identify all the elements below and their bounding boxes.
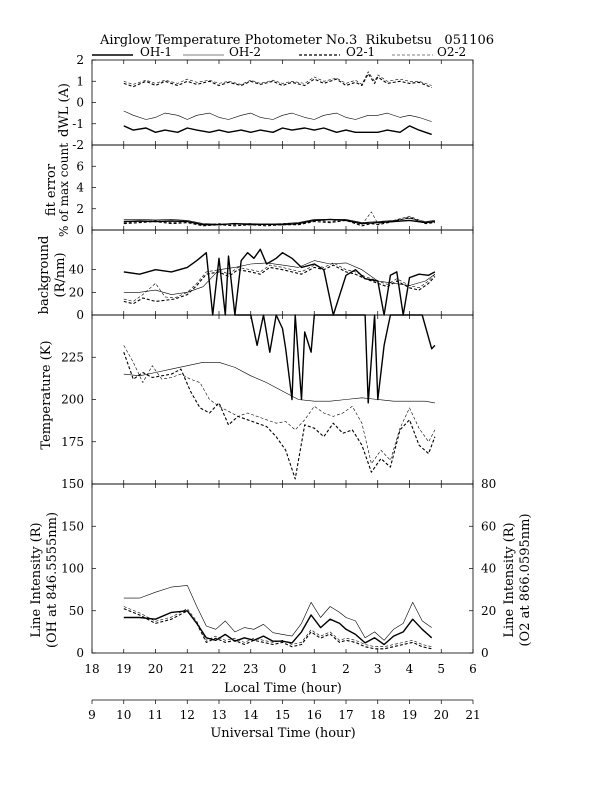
- y-tick-label: 0: [76, 646, 84, 660]
- intensity-ylabel-units: (OH at 846.5555nm): [45, 512, 60, 648]
- local-time-tick-label: 18: [84, 662, 99, 676]
- ticks-layer: 18 19 20 21 22 23 0 1 2 3 4 5 69 10 11 12 13 14 15 16 17 18 19…: [61, 53, 496, 722]
- bg-series-o2-1: [123, 264, 436, 305]
- intensity-ylabel: Line Intensity (R): [29, 522, 44, 637]
- ut-tick-label: 10: [116, 708, 131, 722]
- bg-panel-frame: [91, 229, 474, 316]
- local-time-tick-label: 20: [148, 662, 163, 676]
- local-time-tick-label: 1: [310, 662, 318, 676]
- ut-xlabel: Universal Time (hour): [210, 726, 355, 741]
- y-tick-label: 100: [61, 562, 84, 576]
- y-tick-label: 4: [76, 181, 84, 195]
- dwl-ylabel: dWL (A): [57, 83, 72, 137]
- y-tick-label: 50: [69, 604, 84, 618]
- y-tick-label: 1: [76, 74, 84, 88]
- fit-series-o2-2: [123, 211, 435, 225]
- y-right-tick-label: 0: [481, 646, 489, 660]
- y-tick-label: 150: [61, 477, 84, 491]
- local-time-tick-label: 22: [211, 662, 226, 676]
- ut-tick-label: 18: [370, 708, 385, 722]
- bg-series-oh-2: [123, 260, 436, 295]
- y-tick-label: 0: [76, 308, 84, 322]
- ut-tick-label: 13: [211, 708, 226, 722]
- fit-panel-frame: [91, 144, 474, 231]
- local-time-tick-label: 6: [469, 662, 477, 676]
- local-time-tick-label: 0: [279, 662, 287, 676]
- local-time-tick-label: 3: [374, 662, 382, 676]
- fit-series-oh-1: [123, 218, 435, 226]
- local-time-tick-label: 21: [180, 662, 195, 676]
- intensity-right-ylabel-units: (O2 at 866.0595nm): [518, 513, 533, 646]
- legend-o21-label: O2-1: [346, 45, 375, 59]
- dwl-series-o2-1: [123, 73, 432, 89]
- intensity-right-ylabel: Line Intensity (R): [502, 522, 517, 637]
- fit-ylabel-units: % of max count: [57, 143, 71, 237]
- y-tick-label: 150: [61, 519, 84, 533]
- y-right-tick-label: 80: [481, 477, 496, 491]
- y-tick-label: 0: [76, 96, 84, 110]
- y-tick-label: 0: [76, 223, 84, 237]
- y-tick-label: -1: [72, 117, 84, 131]
- local-time-xlabel: Local Time (hour): [224, 681, 342, 696]
- ut-tick-label: 19: [402, 708, 417, 722]
- local-time-tick-label: 4: [406, 662, 414, 676]
- ut-tick-label: 11: [148, 708, 163, 722]
- y-tick-label: 2: [76, 53, 84, 67]
- intensity-panel-frame: [91, 483, 474, 654]
- dwl-series-o2-2: [123, 71, 432, 86]
- y-tick-label: 175: [61, 435, 84, 449]
- dwl-series-oh-2: [123, 110, 432, 122]
- temp-series-oh-1: [234, 314, 436, 404]
- series-layer: [123, 71, 436, 650]
- y-tick-label: -2: [72, 138, 84, 152]
- y-tick-label: 2: [76, 202, 84, 216]
- fit-series-oh-2: [123, 218, 435, 225]
- dwl-panel-frame: [91, 59, 474, 146]
- local-time-tick-label: 23: [243, 662, 258, 676]
- legend-oh1-label: OH-1: [140, 45, 172, 59]
- ut-tick-label: 14: [243, 708, 259, 722]
- temp-series-oh-2: [123, 361, 435, 404]
- local-time-tick-label: 19: [116, 662, 131, 676]
- bg-ylabel-units: (R/nm): [53, 252, 68, 297]
- temp-series-o2-2: [123, 345, 436, 465]
- y-tick-label: 20: [69, 285, 84, 299]
- ut-tick-label: 9: [88, 708, 96, 722]
- y-tick-label: 40: [69, 263, 84, 277]
- y-tick-label: 225: [61, 350, 84, 364]
- ut-tick-label: 12: [180, 708, 195, 722]
- y-tick-label: 200: [61, 393, 84, 407]
- fit-series-o2-1: [123, 216, 435, 227]
- intensity-series-o2-2: [123, 606, 432, 648]
- y-right-tick-label: 20: [481, 604, 496, 618]
- ut-tick-label: 15: [275, 708, 290, 722]
- legend: OH-1 OH-2 O2-1 O2-2: [92, 45, 466, 59]
- ut-tick-label: 17: [338, 708, 353, 722]
- intensity-series-oh-1: [123, 610, 433, 646]
- intensity-series-o2-1: [123, 608, 432, 650]
- y-right-tick-label: 40: [481, 562, 496, 576]
- y-right-tick-label: 60: [481, 519, 496, 533]
- legend-o22-label: O2-2: [437, 45, 466, 59]
- ut-tick-label: 20: [434, 708, 449, 722]
- dwl-series-oh-1: [123, 125, 432, 136]
- intensity-series-oh-2: [123, 585, 432, 641]
- local-time-tick-label: 2: [342, 662, 350, 676]
- fit-ylabel: fit error: [44, 163, 59, 216]
- figure-title: Airglow Temperature Photometer No.3 Riku…: [99, 33, 494, 48]
- bg-series-o2-2: [123, 262, 436, 302]
- ut-tick-label: 16: [307, 708, 322, 722]
- bg-series-oh-1: [123, 248, 436, 316]
- temp-ylabel: Temperature (K): [39, 340, 54, 449]
- ut-tick-label: 21: [465, 708, 480, 722]
- local-time-tick-label: 5: [437, 662, 445, 676]
- y-tick-label: 6: [76, 159, 84, 173]
- bg-ylabel: background: [37, 236, 52, 315]
- legend-oh2-label: OH-2: [229, 45, 261, 59]
- temp-panel-frame: [91, 314, 474, 485]
- temp-series-o2-1: [123, 352, 436, 480]
